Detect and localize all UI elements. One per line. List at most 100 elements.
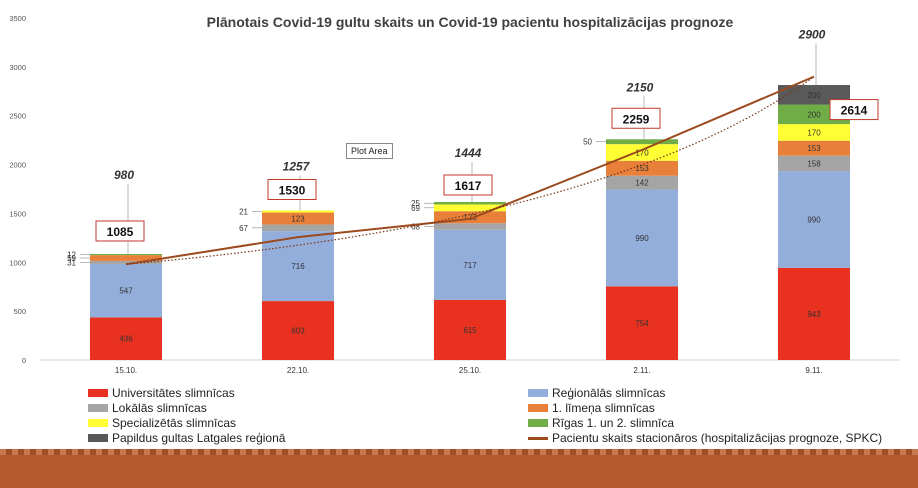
segment-data-label: 716 [291,262,305,271]
bar-segment [262,210,334,213]
legend-item-forecast: Pacientu skaits stacionāros (hospitalizā… [528,431,882,445]
total-box [443,174,493,196]
bar-segment [606,189,678,287]
plot-area-tooltip: Plot Area [346,143,393,159]
legend-line-swatch [528,436,548,440]
bar-segment [778,124,850,141]
bar-segment [262,224,334,232]
total-value-label: 1530 [279,183,306,197]
x-tick-label: 25.10. [459,366,481,375]
y-tick-label: 2500 [9,112,26,121]
legend-swatch [88,404,108,412]
bar-segment [90,263,162,318]
forecast-value-label: 2900 [798,28,826,42]
total-value-label: 2614 [841,104,868,118]
segment-data-label: 170 [635,148,649,157]
segment-data-label: 990 [807,215,821,224]
legend-label: Universitātes slimnīcas [112,386,235,400]
bar-segment [778,171,850,268]
bar-segment [262,212,334,225]
segment-data-label: 603 [291,327,305,336]
segment-data-label: 69 [411,204,420,213]
legend-label: Lokālās slimnīcas [112,401,207,415]
forecast-value-label: 1444 [455,146,482,160]
y-tick-label: 0 [22,356,26,365]
legend-item-universitates: Universitātes slimnīcas [88,386,235,400]
x-tick-label: 9.11. [805,366,822,375]
segment-data-label: 67 [239,224,248,233]
segment-data-label: 717 [463,261,477,270]
bar-segment [434,299,506,360]
legend-item-lokalas: Lokālās slimnīcas [88,401,207,415]
segment-data-label: 943 [807,310,821,319]
y-tick-label: 3000 [9,63,26,72]
legend-label: Pacientu skaits stacionāros (hospitalizā… [552,431,883,445]
bar-segment [606,286,678,360]
segment-data-label: 754 [635,319,649,328]
segment-data-label: 547 [119,287,133,296]
legend-label: 1. līmeņa slimnīcas [552,401,655,415]
bar-segment [606,139,678,145]
legend-label: Rīgas 1. un 2. slimnīca [552,416,675,430]
segment-data-label: 200 [807,91,821,100]
footer-band [0,449,918,488]
legend-label: Specializētās slimnīcas [112,416,237,430]
legend-label: Reģionālās slimnīcas [552,386,666,400]
x-tick-label: 15.10. [115,366,137,375]
bar-segment [90,260,162,264]
bar-segment [434,204,506,212]
bar-segment [262,301,334,360]
legend-swatch [88,434,108,442]
segment-data-label: 153 [635,164,649,173]
total-value-label: 1085 [107,225,134,239]
segment-data-label: 21 [239,208,248,217]
bar-segment [778,155,850,172]
y-tick-label: 2000 [9,161,26,170]
legend-item-latgales: Papildus gultas Latgales reģionā [88,431,285,445]
chart: 0 500 1000 1500 2000 2500 3000 3500 15.10. 22.10.… [9,14,900,375]
total-value-label: 2259 [623,112,650,126]
legend-label: Papildus gultas Latgales reģionā [112,431,286,445]
total-box [267,178,317,200]
footer-stripe [0,449,918,455]
bar-segment [606,160,678,176]
x-tick-label: 2.11. [633,366,650,375]
legend-item-regionalas: Reģionālās slimnīcas [528,386,665,400]
bar-segment [434,201,506,205]
segment-data-label: 142 [635,179,649,188]
total-box [611,107,661,129]
segment-data-label: 123 [291,215,305,224]
total-box [95,220,145,242]
y-tick-label: 1500 [9,209,26,218]
forecast-value-label: 1257 [283,159,311,173]
trend-line [125,76,815,265]
segment-data-label: 31 [67,258,76,267]
bar-segment [90,317,162,360]
legend-item-rigas: Rīgas 1. un 2. slimnīca [528,416,674,430]
segment-data-label: 990 [635,234,649,243]
forecast-value-label: 2150 [626,80,654,94]
bar-segment [434,229,506,300]
legend-item-1-limena: 1. līmeņa slimnīcas [528,401,655,415]
bar-segment [262,231,334,302]
bar-segment [778,267,850,360]
total-box [829,99,879,121]
legend-swatch [88,389,108,397]
segment-data-label: 158 [807,159,821,168]
segment-data-label: 25 [411,199,420,208]
total-value-label: 1617 [455,179,482,193]
segment-data-label: 59 [67,254,76,263]
legend-swatch [88,419,108,427]
chart-legend: Universitātes slimnīcas Reģionālās slimn… [88,386,908,448]
legend-swatch [528,389,548,397]
legend-swatch [528,419,548,427]
forecast-value-label: 980 [114,168,134,182]
y-tick-label: 3500 [9,14,26,23]
segment-data-label: 170 [807,128,821,137]
forecast-line [125,75,815,266]
y-tick-label: 1000 [9,258,26,267]
bar-segment [90,253,162,256]
segment-data-label: 200 [807,110,821,119]
segment-data-label: 436 [119,335,133,344]
chart-title: Plānotais Covid-19 gultu skaits un Covid… [206,14,734,30]
